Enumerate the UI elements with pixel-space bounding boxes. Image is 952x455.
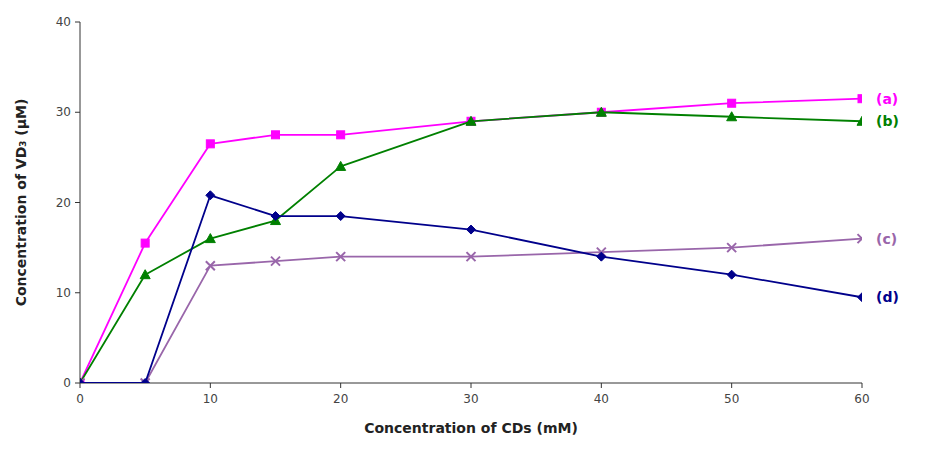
- series: [80, 95, 862, 383]
- x-tick: [340, 383, 341, 388]
- marker: [336, 252, 345, 261]
- marker: [272, 131, 280, 139]
- marker: [271, 212, 280, 221]
- y-axis-title: Concentration of VD₃ (μM): [13, 99, 29, 307]
- x-tick-label: 40: [594, 392, 609, 406]
- x-tick-label: 50: [724, 392, 739, 406]
- y-tick-label: 30: [56, 105, 71, 119]
- x-tick-label: 0: [76, 392, 84, 406]
- marker: [467, 117, 475, 125]
- chart: 0 10 20 30 40 50 60 0 10 20 30 40 Concentration of C…: [0, 0, 952, 455]
- marker: [206, 191, 215, 200]
- x-tick: [731, 383, 732, 388]
- marker: [205, 234, 215, 243]
- marker: [80, 378, 85, 383]
- x-tick: [862, 383, 863, 388]
- marker: [271, 257, 280, 266]
- marker: [596, 107, 606, 116]
- series-label: (c): [876, 231, 897, 247]
- x-axis-title: Concentration of CDs (mM): [364, 420, 578, 436]
- marker: [597, 252, 606, 261]
- marker: [466, 116, 476, 125]
- x-tick-label: 20: [333, 392, 348, 406]
- y-tick: [75, 383, 80, 384]
- marker: [337, 131, 345, 139]
- series-labels: (a) (b) (c) (d): [876, 91, 899, 306]
- marker: [80, 379, 85, 384]
- marker: [467, 225, 476, 234]
- y-tick-label: 0: [63, 376, 71, 390]
- series-line: [80, 239, 862, 383]
- y-tick: [75, 202, 80, 203]
- series-label: (b): [876, 113, 899, 129]
- x-tick: [601, 383, 602, 388]
- marker: [206, 261, 215, 270]
- marker: [336, 161, 346, 170]
- series-line: [80, 112, 862, 383]
- series-label: (a): [876, 91, 898, 107]
- y-tick-label: 10: [56, 286, 71, 300]
- marker: [141, 379, 150, 384]
- axes: 0 10 20 30 40 50 60 0 10 20 30 40: [56, 15, 870, 406]
- series: [80, 234, 862, 383]
- marker: [206, 140, 214, 148]
- marker: [727, 270, 736, 279]
- x-tick: [471, 383, 472, 388]
- marker: [467, 252, 476, 261]
- series-line: [80, 99, 862, 383]
- marker: [727, 112, 737, 121]
- x-tick: [80, 383, 81, 388]
- series: [80, 107, 862, 383]
- marker: [858, 293, 863, 302]
- series-label: (d): [876, 289, 899, 305]
- x-tick-label: 60: [854, 392, 869, 406]
- x-tick-label: 30: [463, 392, 478, 406]
- plot-area: [80, 95, 862, 383]
- y-tick-label: 40: [56, 15, 71, 29]
- marker: [141, 239, 149, 247]
- marker: [141, 379, 150, 384]
- marker: [80, 379, 85, 384]
- marker: [336, 212, 345, 221]
- series: [80, 191, 862, 383]
- marker: [597, 108, 605, 116]
- marker: [727, 243, 736, 252]
- marker: [80, 379, 84, 383]
- marker: [857, 116, 862, 125]
- y-tick-label: 20: [56, 196, 71, 210]
- y-tick: [75, 22, 80, 23]
- marker: [728, 99, 736, 107]
- y-tick: [75, 112, 80, 113]
- x-tick-label: 10: [203, 392, 218, 406]
- marker: [858, 234, 863, 243]
- x-tick: [210, 383, 211, 388]
- marker: [140, 270, 150, 279]
- y-tick: [75, 292, 80, 293]
- marker: [858, 95, 862, 103]
- series-line: [80, 195, 862, 383]
